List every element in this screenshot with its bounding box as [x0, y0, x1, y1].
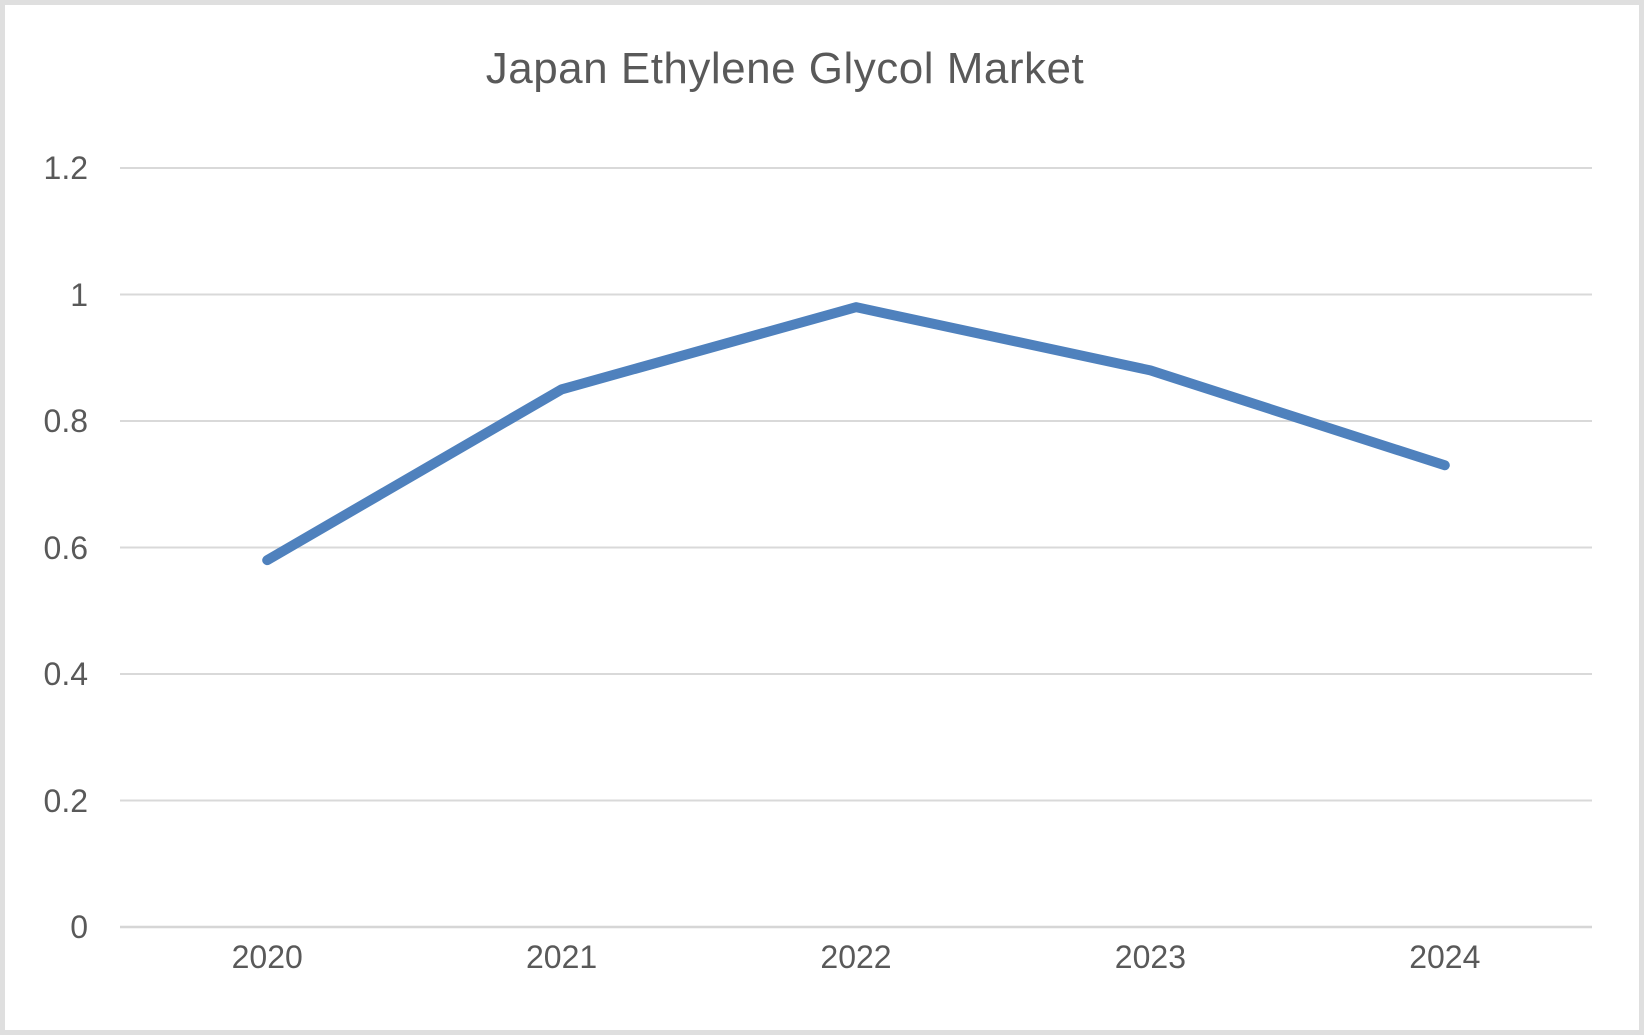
- chart-title: Japan Ethylene Glycol Market: [485, 44, 1085, 93]
- series-line: [262, 302, 1450, 566]
